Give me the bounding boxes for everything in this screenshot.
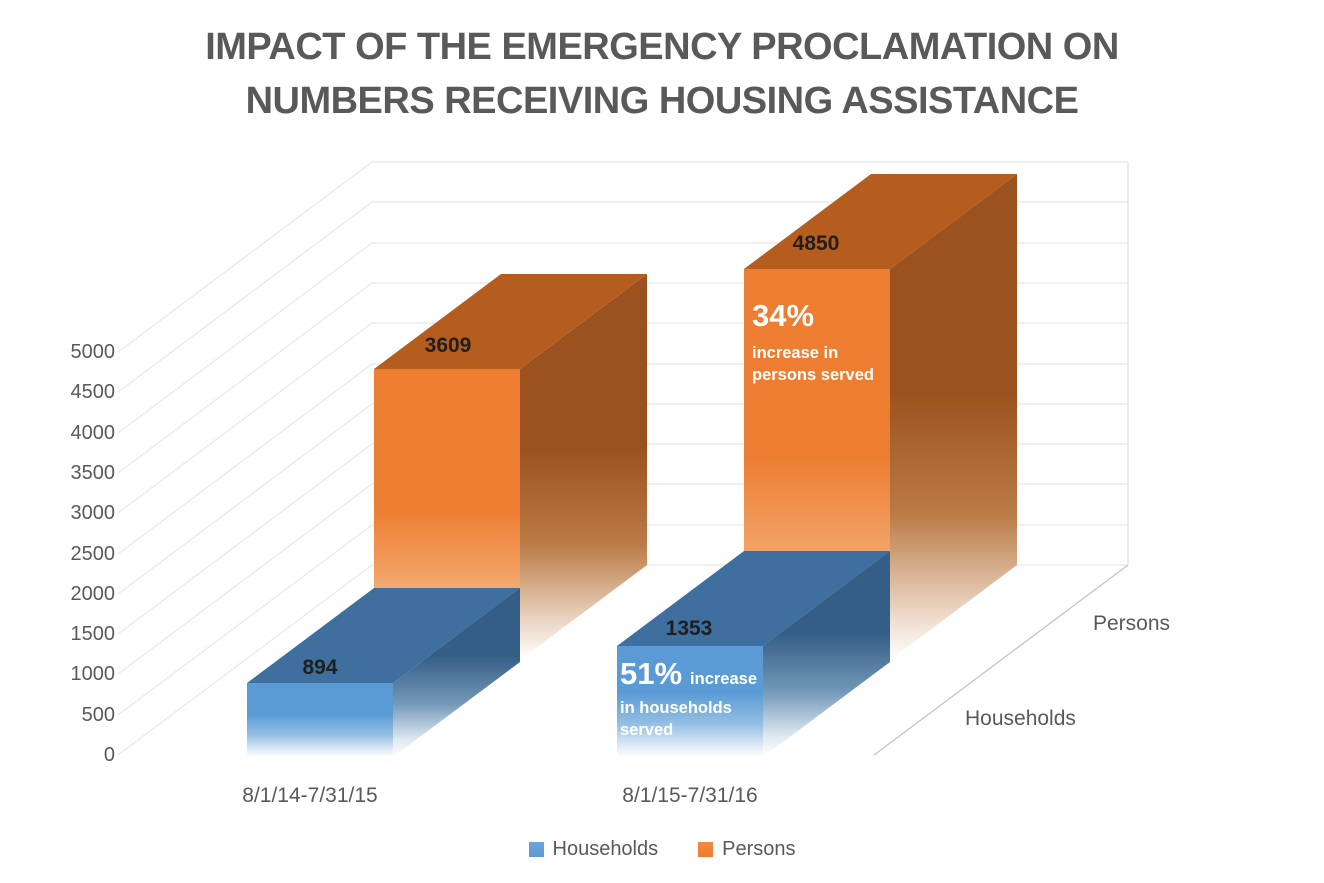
annotation-households-line1: 51% increase: [620, 657, 770, 691]
annotation-households-line2: in households: [620, 699, 732, 717]
chart-title: IMPACT OF THE EMERGENCY PROCLAMATION ON …: [0, 20, 1324, 128]
value-tick-1500: 1500: [70, 623, 116, 645]
value-tick-3500: 3500: [70, 462, 116, 484]
bar-persons-2014-15-side-face: [520, 274, 647, 660]
annotation-households-tail: increase: [690, 670, 758, 688]
data-label-persons-2014-15: 3609: [424, 334, 472, 357]
value-tick-2000: 2000: [70, 583, 116, 605]
legend-swatch-persons-icon: [698, 842, 714, 857]
series-axis-label-households: Households: [965, 707, 1076, 730]
legend: Households Persons: [0, 838, 1324, 861]
data-label-households-2015-16: 1353: [665, 617, 713, 640]
floor-right-edge: [873, 564, 1129, 756]
value-tick-4000: 4000: [70, 422, 116, 444]
data-label-households-2014-15: 894: [302, 656, 338, 679]
bar-persons-2015-16-top-face: [744, 174, 1017, 269]
annotation-persons-line3: persons served: [752, 366, 874, 384]
legend-item-persons: Persons: [698, 838, 796, 861]
value-tick-2500: 2500: [70, 543, 116, 565]
data-label-persons-2015-16: 4850: [792, 232, 840, 255]
bar-households-2014-15: [247, 588, 520, 757]
bar-households-2014-15-top-face: [247, 588, 520, 683]
value-tick-3000: 3000: [70, 502, 116, 524]
bar-households-2015-16: [617, 551, 890, 757]
value-tick-500: 500: [81, 704, 115, 726]
legend-swatch-households-icon: [528, 842, 544, 857]
bar-households-2015-16-side-face: [763, 551, 890, 757]
legend-item-households: Households: [528, 838, 659, 861]
annotation-households-pct: 51%: [620, 656, 683, 691]
bar-households-2015-16-front-face: [617, 646, 763, 757]
annotation-households-line3: served: [620, 721, 674, 739]
legend-label-persons: Persons: [722, 838, 796, 860]
value-tick-0: 0: [103, 744, 115, 766]
bar-persons-2015-16-side-face: [890, 174, 1017, 660]
series-axis-label-persons: Persons: [1093, 612, 1171, 635]
annotation-persons-pct: 34%: [752, 298, 815, 333]
legend-label-households: Households: [552, 838, 659, 860]
bar-households-2014-15-side-face: [393, 588, 520, 757]
chart-title-line2: NUMBERS RECEIVING HOUSING ASSISTANCE: [245, 80, 1079, 122]
annotation-households-increase: 51% increase in households served: [620, 657, 770, 741]
bar-households-2015-16-top-face: [617, 551, 890, 646]
bar-persons-2014-15-top-face: [374, 274, 647, 369]
category-label-2015-16: 8/1/15-7/31/16: [622, 784, 758, 807]
value-tick-1000: 1000: [70, 663, 116, 685]
bar-households-2014-15-front-face: [247, 683, 393, 757]
category-label-2014-15: 8/1/14-7/31/15: [242, 784, 378, 807]
annotation-persons-line2: increase in: [752, 344, 839, 362]
annotation-persons-increase: 34% increase in persons served: [752, 299, 892, 386]
value-tick-5000: 5000: [70, 341, 116, 363]
chart-title-line1: IMPACT OF THE EMERGENCY PROCLAMATION ON: [205, 26, 1119, 68]
value-tick-4500: 4500: [70, 381, 116, 403]
annotation-persons-line1: 34%: [752, 299, 892, 333]
